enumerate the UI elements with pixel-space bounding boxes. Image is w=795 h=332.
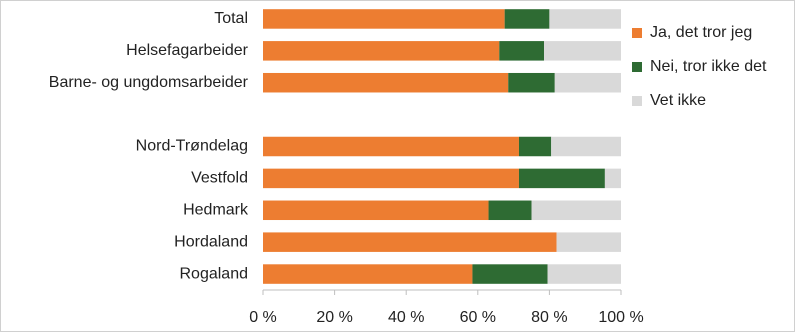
bar-segment [263, 168, 519, 189]
legend-label: Vet ikke [650, 92, 706, 109]
bar-segment [556, 232, 621, 252]
x-tick-label: 0 % [249, 309, 277, 326]
y-tick-label: Hordaland [174, 233, 248, 250]
bar-segment [472, 264, 548, 284]
bar-segment [554, 72, 621, 93]
bar-segment [263, 264, 473, 284]
bar-segment [263, 136, 519, 157]
legend-swatch [632, 28, 642, 38]
bar-segment [263, 72, 509, 93]
y-tick-label: Vestfold [191, 170, 248, 187]
x-tick-label: 100 % [598, 309, 643, 326]
legend-swatch [632, 96, 642, 106]
bar-segment [488, 200, 532, 221]
bar-segment [518, 136, 552, 157]
bar-segment [263, 9, 505, 29]
y-tick-label: Barne- og ungdomsarbeider [49, 74, 249, 91]
bar-segment [504, 9, 550, 29]
bar-segment [604, 168, 621, 189]
bar-segment [547, 264, 621, 284]
legend-label: Nei, tror ikke det [650, 58, 767, 75]
bar-segment [518, 168, 605, 189]
y-tick-label: Hedmark [183, 201, 249, 218]
bar-segment [263, 232, 557, 252]
y-tick-label: Nord-Trøndelag [136, 138, 248, 155]
x-tick-label: 40 % [388, 309, 424, 326]
bar-segment [549, 9, 621, 29]
y-tick-label: Helsefagarbeider [126, 42, 249, 59]
x-tick-label: 80 % [531, 309, 567, 326]
bar-segment [531, 200, 621, 221]
x-tick-label: 60 % [460, 309, 496, 326]
y-tick-label: Rogaland [180, 265, 249, 282]
bar-segment [263, 200, 489, 221]
bar-segment [499, 41, 545, 61]
bar-segment [551, 136, 621, 157]
x-tick-label: 20 % [316, 309, 352, 326]
bar-segment [508, 72, 555, 93]
bar-segment [544, 41, 621, 61]
legend-swatch [632, 62, 642, 72]
bar-segment [263, 41, 500, 61]
y-tick-label: Total [214, 10, 248, 27]
legend-label: Ja, det tror jeg [650, 24, 752, 41]
